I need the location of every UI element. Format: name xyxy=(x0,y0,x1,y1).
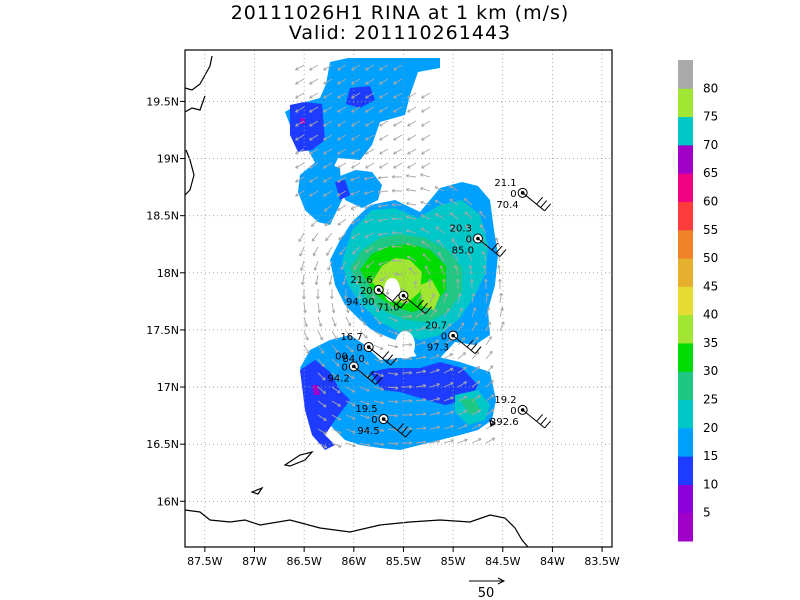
colorbar-bin xyxy=(678,201,693,231)
lon-tick-label: 87.5W xyxy=(187,555,222,568)
colorbar-bin xyxy=(678,258,693,287)
colorbar-bin xyxy=(678,60,693,89)
lat-tick-label: 17.5N xyxy=(146,324,179,337)
colorbar-label: 70 xyxy=(703,138,718,152)
station-mid: 20 xyxy=(360,286,373,297)
station-mid: 0 xyxy=(341,362,347,373)
map-frame xyxy=(184,49,613,548)
colorbar-label: 45 xyxy=(703,279,718,293)
colorbar-label: 35 xyxy=(703,336,718,350)
colorbar-bin xyxy=(678,173,693,202)
vector-key: 50 xyxy=(469,577,506,600)
lat-tick-label: 17N xyxy=(157,381,179,394)
station-temp: 21.6 xyxy=(350,275,372,286)
vector-key-label: 50 xyxy=(478,586,495,600)
colorbar-bin xyxy=(678,286,693,316)
colorbar-bin xyxy=(678,484,693,514)
colorbar-bin xyxy=(678,88,693,118)
station-value: 85.0 xyxy=(452,246,474,257)
lat-tick-label: 16.5N xyxy=(146,438,179,451)
colorbar-label: 80 xyxy=(703,81,718,95)
station-value: 292.6 xyxy=(490,417,519,428)
colorbar: 5 10 15 20 25 30 35 40 45 50 55 60 65 70 75 80 xyxy=(678,60,718,542)
lon-tick-label: 86.5W xyxy=(286,555,321,568)
colorbar-bin xyxy=(678,314,693,344)
colorbar-label: 5 xyxy=(703,506,711,520)
lon-tick-label: 85.5W xyxy=(386,555,421,568)
colorbar-label: 40 xyxy=(703,308,718,322)
wind-vectors xyxy=(295,64,505,449)
colorbar-label: 65 xyxy=(703,166,718,180)
colorbar-label: 25 xyxy=(703,393,718,407)
colorbar-bin xyxy=(678,371,693,401)
lat-tick-label: 18.5N xyxy=(146,210,179,223)
lon-tick-label: 84.5W xyxy=(485,555,520,568)
valid-time: Valid: 201110261443 xyxy=(288,22,512,44)
station-temp: 16.7 xyxy=(340,332,362,343)
longitude-labels: 87.5W 87W 86.5W 86W 85.5W 85W 84.5W 84W 83.5W xyxy=(187,547,620,568)
station-temp: 00 xyxy=(335,351,348,362)
colorbar-label: 60 xyxy=(703,194,718,208)
lat-tick-label: 16N xyxy=(157,495,179,508)
colorbar-label: 20 xyxy=(703,421,718,435)
colorbar-bin xyxy=(678,116,693,146)
lon-tick-label: 83.5W xyxy=(584,555,619,568)
station-value: 84.0 xyxy=(342,354,364,365)
station-mid: 0 xyxy=(441,332,447,343)
station-mid: 0 xyxy=(356,343,362,354)
station-mid: 0 xyxy=(371,415,377,426)
station-temp: 19.5 xyxy=(355,404,377,415)
lon-tick-label: 85W xyxy=(441,555,466,568)
station-value: 94.5 xyxy=(357,426,379,437)
colorbar-label: 75 xyxy=(703,110,718,124)
station-mid: 0 xyxy=(510,189,516,200)
lon-tick-label: 86W xyxy=(341,555,366,568)
colorbar-label: 15 xyxy=(703,449,718,463)
station-mid: 0 xyxy=(466,235,472,246)
colorbar-bin xyxy=(678,512,693,542)
lon-tick-label: 87W xyxy=(242,555,267,568)
colorbar-bin xyxy=(678,399,693,429)
station-temp: 20.3 xyxy=(450,224,472,235)
colorbar-bin xyxy=(678,144,693,174)
station-mid: 0 xyxy=(510,406,516,417)
colorbar-label: 50 xyxy=(703,251,718,265)
station-value: 97.3 xyxy=(427,343,449,354)
station-value: 94.2 xyxy=(328,373,350,384)
lon-tick-label: 84W xyxy=(540,555,565,568)
lat-tick-label: 18N xyxy=(157,267,179,280)
lat-tick-label: 19N xyxy=(157,153,179,166)
station-temp: 20.7 xyxy=(425,321,447,332)
colorbar-label: 30 xyxy=(703,364,718,378)
coastline xyxy=(185,55,529,547)
station-value: 94.90 xyxy=(346,297,375,308)
lat-tick-label: 19.5N xyxy=(146,95,179,108)
colorbar-bin xyxy=(678,229,693,259)
dropsonde-stations: 21.1070.420.3085.021.62094.9071.020.7097… xyxy=(328,178,552,438)
station-temp: 19.2 xyxy=(494,395,516,406)
colorbar-bin xyxy=(678,456,693,485)
station-marker: 71.0 xyxy=(377,290,432,315)
latitude-labels: 19.5N 19N 18.5N 18N 17.5N 17N 16.5N 16N xyxy=(146,95,185,508)
colorbar-label: 10 xyxy=(703,477,718,491)
chart-title: 20111026H1 RINA at 1 km (m/s) xyxy=(230,2,570,24)
station-value: 70.4 xyxy=(496,200,518,211)
colorbar-label: 55 xyxy=(703,223,718,237)
colorbar-bin xyxy=(678,342,693,372)
colorbar-bin xyxy=(678,427,693,457)
station-value: 71.0 xyxy=(377,303,399,314)
station-temp: 21.1 xyxy=(494,178,516,189)
